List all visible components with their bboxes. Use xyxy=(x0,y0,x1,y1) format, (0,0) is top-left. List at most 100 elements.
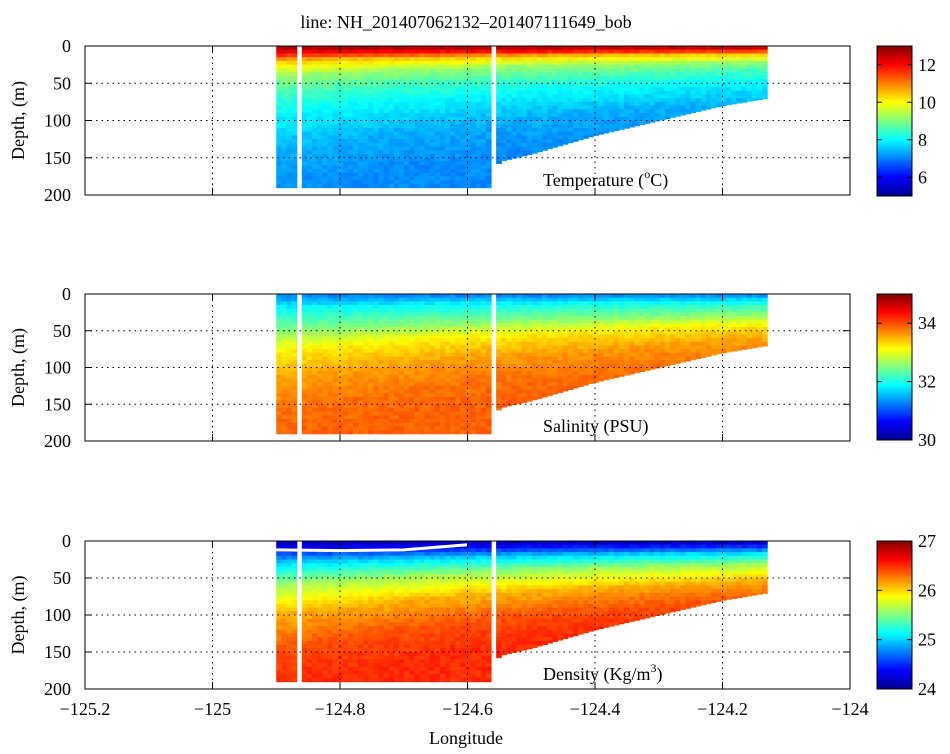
section-cell xyxy=(312,142,318,148)
section-cell xyxy=(537,378,543,383)
section-cell xyxy=(552,75,559,81)
section-cell xyxy=(398,113,405,118)
section-cell xyxy=(363,316,369,321)
section-cell xyxy=(485,90,492,96)
section-cell xyxy=(306,161,313,166)
section-cell xyxy=(690,53,697,58)
section-cell xyxy=(557,127,564,133)
section-cell xyxy=(337,75,344,81)
section-cell xyxy=(577,94,584,99)
section-cell xyxy=(347,301,354,306)
section-cell xyxy=(751,72,758,77)
section-cell xyxy=(352,64,359,69)
section-cell xyxy=(756,49,763,55)
section-cell xyxy=(286,131,293,136)
section-cell xyxy=(455,124,461,129)
section-cell xyxy=(352,94,359,99)
section-cell xyxy=(281,393,288,398)
section-cell xyxy=(327,150,334,155)
section-cell xyxy=(332,60,339,66)
section-cell xyxy=(685,86,692,92)
section-cell xyxy=(312,83,318,88)
section-cell xyxy=(439,172,446,177)
section-cell xyxy=(557,68,564,73)
section-cell xyxy=(393,385,400,391)
section-cell xyxy=(475,64,482,69)
section-cell xyxy=(450,367,456,372)
section-cell xyxy=(567,135,574,140)
section-cell xyxy=(485,341,492,347)
section-cell xyxy=(521,367,528,372)
section-cell xyxy=(572,378,579,383)
section-cell xyxy=(404,319,410,324)
section-cell xyxy=(444,46,451,51)
section-cell xyxy=(562,139,569,144)
section-cell xyxy=(516,363,523,369)
section-cell xyxy=(322,415,328,420)
section-cell xyxy=(460,101,467,107)
section-cell xyxy=(327,371,334,376)
section-cell xyxy=(618,83,625,88)
section-cell xyxy=(465,98,472,103)
section-cell xyxy=(429,429,436,435)
section-cell xyxy=(281,172,288,177)
section-cell xyxy=(352,53,359,58)
section-cell xyxy=(419,305,426,310)
section-cell xyxy=(439,294,446,299)
section-cell xyxy=(414,105,421,110)
section-cell xyxy=(496,371,502,376)
section-cell xyxy=(312,60,318,66)
section-cell xyxy=(424,327,431,332)
section-cell xyxy=(276,338,282,343)
section-cell xyxy=(572,57,579,62)
section-cell xyxy=(306,176,313,181)
section-cell xyxy=(358,183,364,189)
section-cell xyxy=(352,168,359,174)
section-cell xyxy=(685,94,692,99)
section-cell xyxy=(521,150,528,155)
section-cell xyxy=(337,356,344,361)
section-cell xyxy=(306,64,313,69)
section-cell xyxy=(342,426,349,431)
section-cell xyxy=(301,367,308,372)
section-cell xyxy=(424,378,431,383)
section-cell xyxy=(404,72,410,77)
section-cell xyxy=(460,135,467,140)
section-cell xyxy=(644,79,651,84)
section-cell xyxy=(511,319,518,324)
section-cell xyxy=(542,356,548,361)
section-cell xyxy=(572,109,579,114)
section-cell xyxy=(501,382,507,387)
section-cell xyxy=(583,60,589,66)
section-cell xyxy=(434,308,441,313)
section-cell xyxy=(342,98,349,103)
section-cell xyxy=(444,127,451,133)
section-cell xyxy=(685,64,692,69)
section-cell xyxy=(358,101,364,107)
section-cell xyxy=(327,94,334,99)
section-cell xyxy=(373,113,380,118)
section-cell xyxy=(465,422,472,427)
section-cell xyxy=(690,90,697,96)
section-cell xyxy=(286,60,293,66)
section-cell xyxy=(373,64,380,69)
section-cell xyxy=(675,75,681,81)
section-cell xyxy=(455,157,461,163)
section-cell xyxy=(577,312,584,317)
section-cell xyxy=(537,72,543,77)
section-cell xyxy=(363,411,369,416)
section-cell xyxy=(429,154,436,159)
section-cell xyxy=(281,120,288,125)
section-cell xyxy=(342,334,349,339)
section-cell xyxy=(501,90,507,96)
section-cell xyxy=(347,396,354,402)
section-cell xyxy=(654,79,661,84)
section-cell xyxy=(475,124,482,129)
section-cell xyxy=(393,411,400,416)
section-cell xyxy=(363,146,369,151)
section-cell xyxy=(342,165,349,170)
section-cell xyxy=(470,371,477,376)
section-cell xyxy=(608,297,615,302)
section-cell xyxy=(547,297,553,302)
section-cell xyxy=(639,90,645,96)
